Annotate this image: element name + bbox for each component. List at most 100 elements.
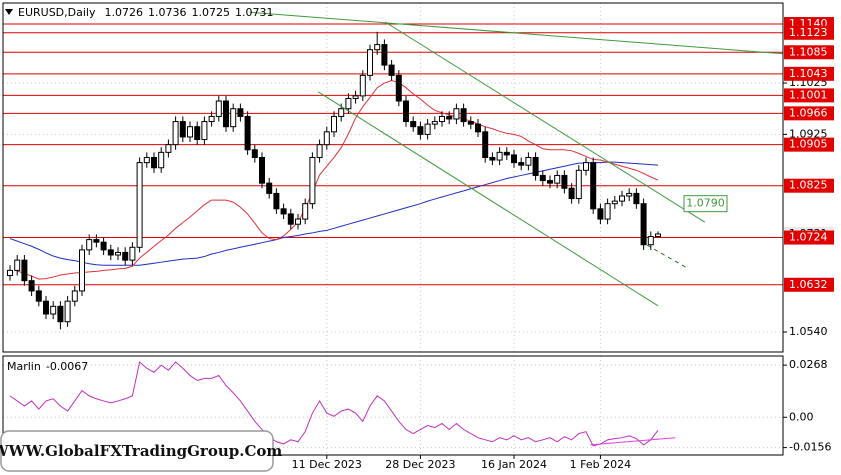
candle-body xyxy=(28,280,35,292)
level-label-box xyxy=(784,230,834,245)
level-label-box xyxy=(784,106,834,121)
candle-body xyxy=(165,144,172,153)
candle-body xyxy=(446,115,453,120)
y-tick-label: 1.0540 xyxy=(789,325,828,338)
candle-body xyxy=(309,156,316,205)
level-label: 1.0825 xyxy=(789,179,828,192)
candle-body xyxy=(583,162,589,171)
candle-body xyxy=(590,162,597,210)
candle-body xyxy=(187,126,193,138)
candle-body xyxy=(115,251,121,256)
series-line xyxy=(17,79,659,280)
candle-body xyxy=(467,121,474,125)
level-label-box xyxy=(784,178,834,193)
candle-body xyxy=(367,49,373,76)
low-value: 1.0725 xyxy=(191,6,230,19)
level-label-box xyxy=(784,45,834,60)
candle-body xyxy=(316,144,323,158)
candle-body xyxy=(633,192,640,205)
level-label: 1.1085 xyxy=(789,45,828,58)
candle-body xyxy=(57,305,64,323)
oscillator-value: -0.0067 xyxy=(46,360,88,373)
candle-body xyxy=(194,126,201,141)
candle-body xyxy=(179,121,186,138)
trendline xyxy=(384,21,706,223)
level-label: 1.0724 xyxy=(789,231,828,244)
level-label-box xyxy=(784,277,834,292)
candle-body xyxy=(215,100,222,117)
candle-body xyxy=(547,180,553,184)
candle-body xyxy=(604,203,611,220)
candle-body xyxy=(295,218,301,225)
open-value: 1.0726 xyxy=(104,6,143,19)
candle-body xyxy=(302,203,309,220)
candle-body xyxy=(86,239,93,251)
candle-body xyxy=(251,149,258,158)
candle-body xyxy=(647,236,654,246)
candle-body xyxy=(439,115,445,123)
candle-body xyxy=(403,100,409,123)
candle-body xyxy=(539,174,546,182)
candle-body xyxy=(489,156,496,161)
candle-body xyxy=(554,174,561,184)
level-label: 1.1123 xyxy=(789,26,828,39)
candle-body xyxy=(532,156,539,176)
candle-body xyxy=(482,131,489,158)
candle-body xyxy=(338,108,345,117)
series-line xyxy=(9,361,659,447)
candle-body xyxy=(496,151,503,161)
trendline xyxy=(317,91,659,307)
candle-body xyxy=(71,290,78,302)
candle-body xyxy=(143,156,150,164)
close-value: 1.0731 xyxy=(235,6,274,19)
candle-body xyxy=(331,115,337,133)
candle-body xyxy=(503,151,510,156)
trendline xyxy=(249,11,783,55)
candle-body xyxy=(273,192,280,210)
candle-body xyxy=(431,121,438,125)
candle-body xyxy=(395,74,402,102)
candle-body xyxy=(93,239,100,243)
candle-body xyxy=(619,195,625,202)
candle-body xyxy=(230,108,237,128)
candle-body xyxy=(136,162,143,248)
candle-body xyxy=(575,169,582,200)
watermark-frame xyxy=(0,430,274,472)
oscillator-header: Marlin -0.0067 xyxy=(7,360,88,373)
candle-body xyxy=(266,182,273,194)
candle-body xyxy=(100,241,107,251)
x-tick-label: 16 Jan 2024 xyxy=(481,458,547,471)
candle-body xyxy=(597,208,604,220)
candle-body xyxy=(7,269,13,277)
candle-body xyxy=(417,126,424,135)
level-label: 1.0905 xyxy=(789,138,828,151)
candle-body xyxy=(35,290,42,302)
y-tick-label: 0.0268 xyxy=(789,358,828,371)
candle-body xyxy=(352,95,359,99)
candle-body xyxy=(381,44,388,66)
price-panel-frame xyxy=(2,2,784,353)
candle-body xyxy=(568,187,575,200)
oscillator-name: Marlin xyxy=(7,360,41,373)
candle-body xyxy=(410,121,417,128)
oscillator-panel-frame xyxy=(2,355,784,456)
level-label-box xyxy=(784,137,834,152)
candle-body xyxy=(259,156,265,184)
level-label: 1.1043 xyxy=(789,67,828,80)
candle-body xyxy=(655,233,661,238)
watermark: WWW.GlobalFXTradingGroup.Com xyxy=(0,442,282,460)
candle-body xyxy=(201,121,208,141)
level-label: 1.0632 xyxy=(789,278,828,291)
candle-body xyxy=(511,154,517,164)
level-label: 1.0966 xyxy=(789,106,828,119)
chart-header: EURUSD,Daily 1.0726 1.0736 1.0725 1.0731 xyxy=(18,6,273,19)
candle-body xyxy=(640,203,647,246)
high-value: 1.0736 xyxy=(148,6,187,19)
candle-body xyxy=(43,300,49,315)
y-tick-label: 0.00 xyxy=(789,410,814,423)
x-tick-label: 28 Dec 2023 xyxy=(385,458,455,471)
level-label-box xyxy=(784,88,834,103)
level-label-box xyxy=(784,25,834,40)
series-line xyxy=(9,161,659,266)
